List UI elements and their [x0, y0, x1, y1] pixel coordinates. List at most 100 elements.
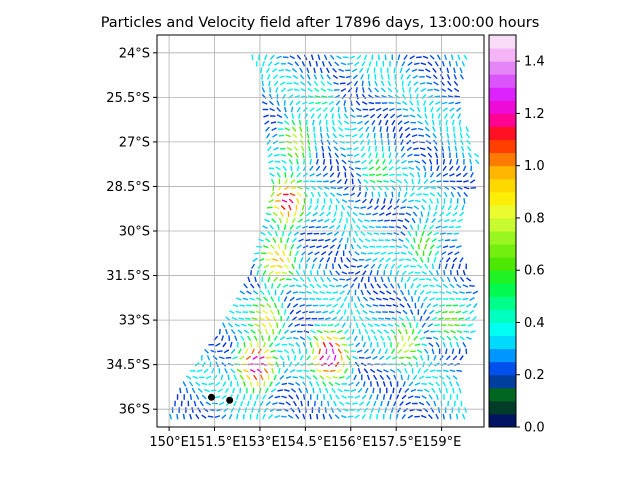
y-tick-label: 24°S	[119, 46, 150, 61]
velocity-arrow	[260, 67, 263, 74]
velocity-arrow	[423, 296, 428, 302]
velocity-arrow	[356, 349, 363, 353]
velocity-arrow	[182, 413, 186, 420]
velocity-arrow	[423, 224, 427, 230]
velocity-arrow	[374, 323, 380, 327]
velocity-arrow	[386, 400, 390, 407]
velocity-arrow	[380, 335, 385, 341]
velocity-arrow	[336, 407, 342, 413]
velocity-arrow	[441, 60, 445, 67]
velocity-arrow	[266, 303, 272, 308]
velocity-arrow	[403, 349, 410, 354]
velocity-arrow	[296, 158, 299, 165]
velocity-arrow	[400, 251, 407, 255]
velocity-arrow	[343, 389, 350, 392]
velocity-arrow	[297, 218, 303, 223]
velocity-arrow	[245, 355, 252, 361]
velocity-arrow	[436, 172, 442, 178]
velocity-arrow	[396, 407, 402, 413]
velocity-arrow	[367, 74, 370, 80]
velocity-arrow	[410, 388, 417, 393]
velocity-arrow	[423, 178, 429, 184]
velocity-arrow	[372, 126, 376, 132]
velocity-arrow	[299, 304, 306, 308]
velocity-arrow	[361, 61, 366, 67]
velocity-arrow	[424, 119, 429, 126]
velocity-arrow	[283, 296, 288, 302]
velocity-arrow	[306, 290, 312, 294]
velocity-arrow	[310, 329, 316, 334]
velocity-arrow	[251, 407, 254, 413]
velocity-arrow	[336, 192, 342, 197]
velocity-arrow	[408, 322, 412, 328]
velocity-arrow	[421, 270, 428, 275]
velocity-arrow	[192, 375, 199, 380]
velocity-arrow	[354, 160, 361, 163]
velocity-arrow	[400, 374, 403, 381]
velocity-arrow	[408, 87, 412, 93]
velocity-arrow	[344, 178, 348, 185]
velocity-arrow	[384, 348, 389, 355]
velocity-arrow	[261, 87, 266, 93]
velocity-arrow	[462, 165, 467, 172]
velocity-arrow	[239, 304, 246, 307]
velocity-arrow	[401, 394, 407, 400]
velocity-arrow	[420, 153, 427, 158]
velocity-arrow	[263, 368, 269, 374]
velocity-arrow	[229, 310, 235, 314]
velocity-arrow	[408, 271, 414, 275]
velocity-arrow	[313, 276, 318, 283]
velocity-arrow	[463, 180, 469, 183]
velocity-arrow	[383, 341, 386, 348]
velocity-arrow	[438, 387, 442, 394]
velocity-arrow	[382, 107, 389, 112]
velocity-arrow	[205, 375, 212, 380]
velocity-arrow	[377, 191, 381, 198]
velocity-arrow	[461, 152, 465, 159]
velocity-arrow	[374, 74, 377, 80]
velocity-arrow	[400, 74, 404, 80]
velocity-arrow	[301, 204, 305, 211]
velocity-arrow	[362, 87, 365, 93]
velocity-arrow	[460, 145, 465, 152]
velocity-arrow	[309, 173, 315, 177]
velocity-arrow	[373, 205, 379, 210]
velocity-arrow	[350, 309, 353, 315]
velocity-arrow	[258, 238, 264, 242]
velocity-arrow	[459, 132, 463, 139]
velocity-arrow	[432, 74, 438, 80]
velocity-arrow	[367, 87, 373, 93]
velocity-arrow	[230, 348, 236, 354]
velocity-arrow	[298, 113, 301, 119]
velocity-arrow	[263, 264, 270, 269]
velocity-arrow	[364, 191, 368, 198]
velocity-arrow	[405, 356, 412, 360]
velocity-arrow	[306, 126, 309, 132]
velocity-arrow	[469, 297, 475, 301]
velocity-arrow	[322, 165, 327, 172]
velocity-arrow	[335, 250, 339, 257]
x-tick-label: 154.5°E	[279, 435, 331, 450]
velocity-arrow	[317, 185, 323, 191]
velocity-arrow	[467, 146, 472, 152]
velocity-arrow	[364, 316, 371, 321]
velocity-arrow	[222, 381, 227, 387]
velocity-arrow	[391, 191, 394, 198]
velocity-arrow	[341, 230, 345, 237]
velocity-arrow	[295, 413, 300, 420]
velocity-arrow	[396, 296, 402, 302]
velocity-arrow	[459, 335, 465, 341]
velocity-arrow	[343, 113, 349, 119]
velocity-arrow	[305, 387, 309, 394]
velocity-arrow	[275, 87, 279, 93]
velocity-arrow	[293, 146, 299, 152]
velocity-arrow	[384, 119, 389, 126]
velocity-arrow	[425, 75, 432, 79]
velocity-arrow	[455, 413, 459, 420]
velocity-arrow	[309, 381, 313, 387]
velocity-arrow	[274, 415, 281, 419]
velocity-arrow	[304, 317, 311, 320]
velocity-arrow	[267, 251, 274, 255]
velocity-arrow	[433, 231, 440, 236]
velocity-arrow	[256, 245, 262, 248]
